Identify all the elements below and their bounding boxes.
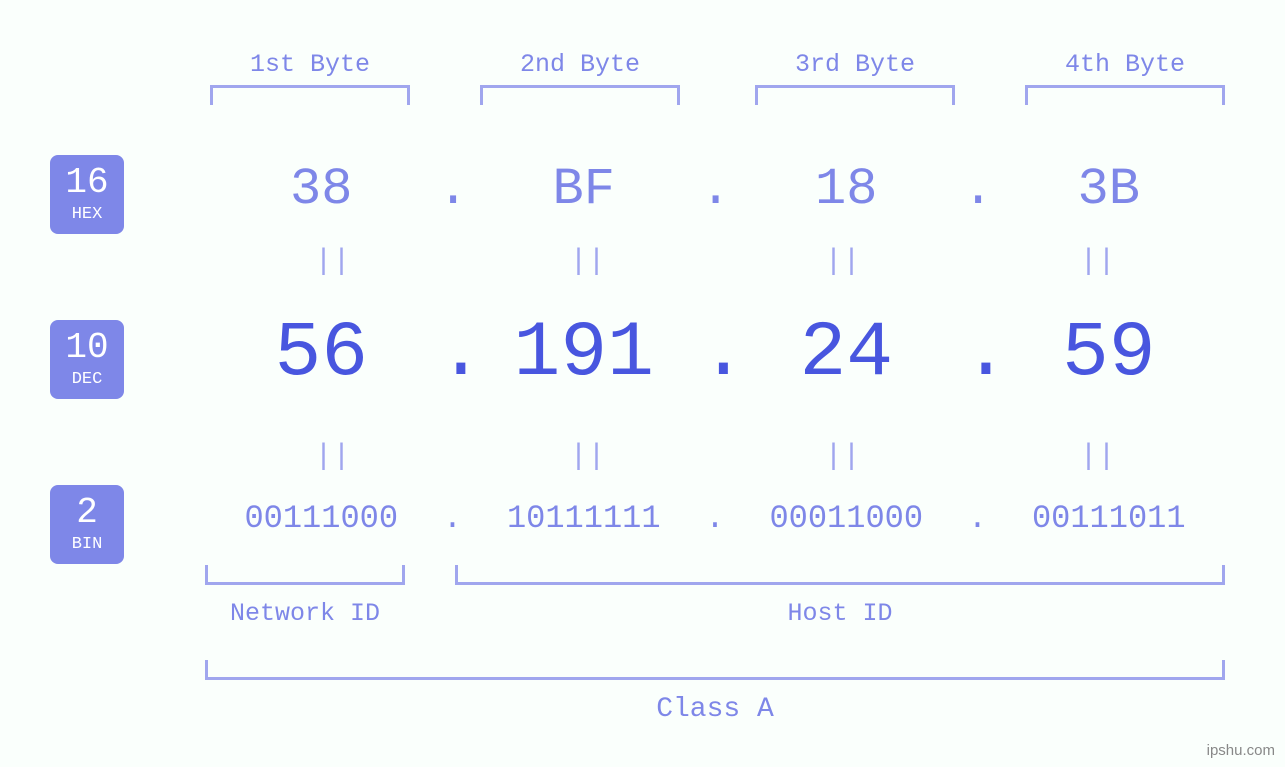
byte-label: 2nd Byte (480, 50, 680, 79)
separator: . (438, 310, 468, 398)
host-id-group: Host ID (455, 565, 1225, 628)
separator: . (963, 160, 993, 219)
equals-glyph: || (1079, 245, 1115, 279)
network-id-group: Network ID (205, 565, 405, 628)
byte-label: 1st Byte (210, 50, 410, 79)
hex-byte-2: BF (468, 160, 701, 219)
bracket-bottom (455, 565, 1225, 585)
bracket-bottom (205, 660, 1225, 680)
separator: . (700, 500, 730, 537)
bin-byte-1: 00111000 (205, 500, 438, 537)
bin-badge-base: 2 (76, 495, 98, 531)
separator: . (963, 500, 993, 537)
dec-byte-3: 24 (730, 310, 963, 398)
network-id-label: Network ID (230, 599, 380, 628)
byte-label: 3rd Byte (755, 50, 955, 79)
dec-byte-2: 191 (468, 310, 701, 398)
bin-badge-label: BIN (72, 535, 103, 554)
dec-badge: 10 DEC (50, 320, 124, 399)
equals-glyph: || (569, 245, 605, 279)
hex-byte-1: 38 (205, 160, 438, 219)
id-brackets: Network ID Host ID (205, 565, 1225, 628)
byte-header-4: 4th Byte (1025, 50, 1225, 105)
bin-byte-2: 10111111 (468, 500, 701, 537)
byte-label: 4th Byte (1025, 50, 1225, 79)
dec-row: 56 . 191 . 24 . 59 (205, 310, 1225, 398)
equals-glyph: || (314, 440, 350, 474)
bracket-top (480, 85, 680, 105)
bin-badge: 2 BIN (50, 485, 124, 564)
ip-diagram: 16 HEX 10 DEC 2 BIN 1st Byte 2nd Byte 3r… (0, 0, 1285, 767)
bracket-top (210, 85, 410, 105)
class-label: Class A (205, 694, 1225, 725)
separator: . (963, 310, 993, 398)
hex-badge-base: 16 (65, 165, 108, 201)
byte-header-3: 3rd Byte (755, 50, 955, 105)
bin-byte-4: 00111011 (993, 500, 1226, 537)
byte-header-1: 1st Byte (210, 50, 410, 105)
dec-badge-base: 10 (65, 330, 108, 366)
equals-row-1: || || || || (205, 245, 1225, 279)
equals-glyph: || (314, 245, 350, 279)
bin-row: 00111000 . 10111111 . 00011000 . 0011101… (205, 500, 1225, 537)
dec-byte-1: 56 (205, 310, 438, 398)
separator: . (700, 160, 730, 219)
hex-byte-3: 18 (730, 160, 963, 219)
watermark: ipshu.com (1207, 742, 1275, 759)
equals-glyph: || (824, 440, 860, 474)
separator: . (438, 500, 468, 537)
separator: . (438, 160, 468, 219)
equals-glyph: || (1079, 440, 1115, 474)
dec-byte-4: 59 (993, 310, 1226, 398)
class-bracket: Class A (205, 660, 1225, 725)
dec-badge-label: DEC (72, 370, 103, 389)
host-id-label: Host ID (787, 599, 892, 628)
bracket-top (1025, 85, 1225, 105)
bracket-top (755, 85, 955, 105)
equals-row-2: || || || || (205, 440, 1225, 474)
equals-glyph: || (569, 440, 605, 474)
hex-byte-4: 3B (993, 160, 1226, 219)
hex-badge: 16 HEX (50, 155, 124, 234)
hex-badge-label: HEX (72, 205, 103, 224)
bin-byte-3: 00011000 (730, 500, 963, 537)
bracket-bottom (205, 565, 405, 585)
hex-row: 38 . BF . 18 . 3B (205, 160, 1225, 219)
separator: . (700, 310, 730, 398)
byte-header-2: 2nd Byte (480, 50, 680, 105)
equals-glyph: || (824, 245, 860, 279)
